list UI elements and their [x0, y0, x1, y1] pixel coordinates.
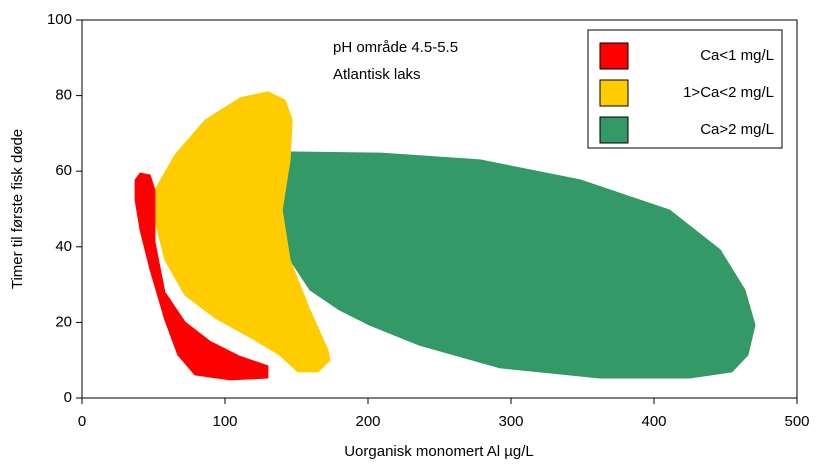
legend-swatch [599, 79, 629, 107]
y-tick-label: 20 [55, 313, 72, 330]
y-tick-label: 0 [64, 389, 72, 406]
x-tick-label: 100 [212, 413, 237, 430]
x-tick-label: 300 [498, 413, 523, 430]
y-tick-label: 100 [47, 11, 72, 28]
legend-label: Ca>2 mg/L [700, 121, 774, 138]
plot-frame [81, 19, 798, 399]
legend-label: Ca<1 mg/L [700, 47, 774, 64]
x-tick-label: 200 [355, 413, 380, 430]
y-tick-label: 80 [55, 87, 72, 104]
x-tick-label: 0 [78, 413, 86, 430]
legend-swatch [599, 116, 629, 144]
region [154, 91, 331, 373]
legend-label: 1>Ca<2 mg/L [683, 84, 774, 101]
y-tick-label: 40 [55, 238, 72, 255]
region [281, 151, 756, 379]
annotation: Atlantisk laks [333, 66, 421, 83]
x-axis-label: Uorganisk monomert Al µg/L [344, 443, 534, 460]
legend-swatch [599, 42, 629, 70]
region [134, 172, 269, 381]
x-tick-label: 500 [784, 413, 809, 430]
y-tick-label: 60 [55, 162, 72, 179]
annotation: pH område 4.5-5.5 [333, 39, 458, 56]
x-tick-label: 400 [641, 413, 666, 430]
y-axis-label: Timer til første fisk døde [9, 129, 26, 289]
